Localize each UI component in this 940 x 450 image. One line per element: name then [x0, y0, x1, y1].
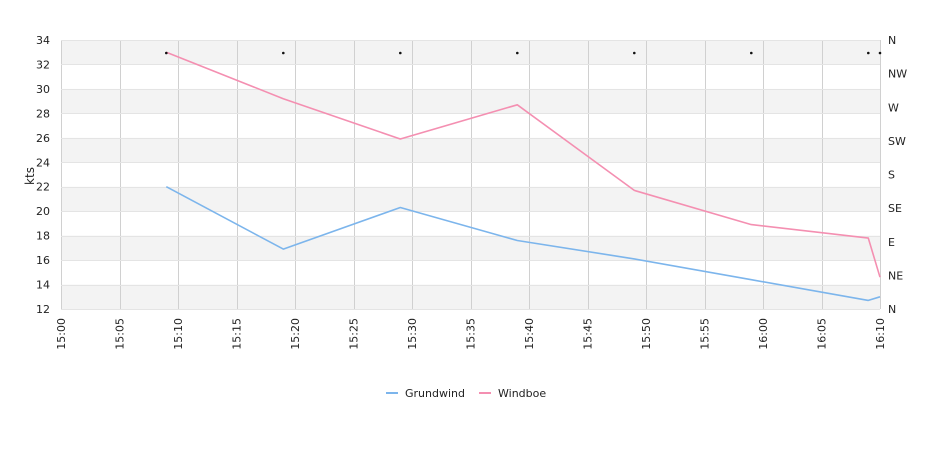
x-tick-label: 15:05 — [114, 318, 127, 350]
y-tick-label: 14 — [36, 279, 50, 292]
legend-label: Grundwind — [405, 387, 465, 400]
x-tick-label: 16:10 — [874, 318, 887, 350]
y-tick-label: 32 — [36, 58, 50, 71]
direction-marker — [399, 51, 402, 55]
x-tick-label: 15:00 — [55, 318, 68, 350]
direction-tick-label: N — [888, 303, 896, 316]
x-tick-label: 15:55 — [699, 318, 712, 350]
x-tick-label: 15:45 — [582, 318, 595, 350]
horizontal-grid — [61, 40, 880, 310]
y-tick-label: 30 — [36, 83, 50, 96]
x-tick-label: 15:30 — [406, 318, 419, 350]
direction-tick-label: NW — [888, 68, 907, 81]
direction-tick-label: S — [888, 169, 895, 182]
x-axis-ticks: 15:00 15:05 15:10 15:15 15:20 15:25 15:30 15:35… — [55, 318, 887, 350]
x-tick-label: 15:20 — [289, 318, 302, 350]
direction-tick-label: W — [888, 101, 899, 114]
direction-markers — [165, 51, 882, 55]
vertical-grid — [61, 40, 881, 309]
y-tick-label: 26 — [36, 132, 50, 145]
y-axis-title: kts — [23, 167, 37, 185]
plot-band — [61, 235, 880, 261]
direction-tick-label: NE — [888, 269, 903, 282]
legend: Grundwind Windboe — [386, 387, 546, 400]
y-tick-label: 18 — [36, 230, 50, 243]
direction-marker — [867, 51, 870, 55]
direction-marker — [633, 51, 636, 55]
x-tick-label: 15:35 — [465, 318, 478, 350]
x-tick-label: 15:50 — [640, 318, 653, 350]
y-tick-label: 20 — [36, 205, 50, 218]
legend-label: Windboe — [498, 387, 546, 400]
x-tick-label: 15:25 — [348, 318, 361, 350]
direction-marker — [165, 51, 168, 55]
y-tick-label: 24 — [36, 156, 50, 169]
direction-tick-label: SW — [888, 135, 906, 148]
plot-band — [61, 40, 880, 65]
plot-band — [61, 186, 880, 212]
direction-marker — [282, 51, 285, 55]
direction-marker — [878, 51, 882, 55]
plot-band — [61, 88, 880, 114]
y-tick-label: 12 — [36, 303, 50, 316]
x-tick-label: 15:15 — [231, 318, 244, 350]
direction-marker — [516, 51, 519, 55]
plot-band — [61, 284, 880, 309]
x-tick-label: 15:10 — [172, 318, 185, 350]
x-tick-label: 16:00 — [757, 318, 770, 350]
y-tick-label: 16 — [36, 254, 50, 267]
y-tick-label: 28 — [36, 107, 50, 120]
x-tick-label: 15:40 — [523, 318, 536, 350]
y-tick-label: 34 — [36, 34, 50, 47]
plot-bands — [61, 40, 880, 309]
direction-axis-ticks: N NW W SW S SE E NE N — [888, 34, 907, 316]
y-axis-ticks: 12 14 16 18 20 22 24 26 28 30 32 34 — [36, 34, 50, 316]
series-lines — [165, 51, 881, 302]
series-line — [166, 51, 881, 278]
y-tick-label: 22 — [36, 181, 50, 194]
series-line — [165, 185, 881, 302]
direction-tick-label: N — [888, 34, 896, 47]
plot-band — [61, 137, 880, 163]
direction-tick-label: E — [888, 236, 895, 249]
direction-marker — [750, 51, 753, 55]
x-tick-label: 16:05 — [816, 318, 829, 350]
direction-tick-label: SE — [888, 202, 902, 215]
